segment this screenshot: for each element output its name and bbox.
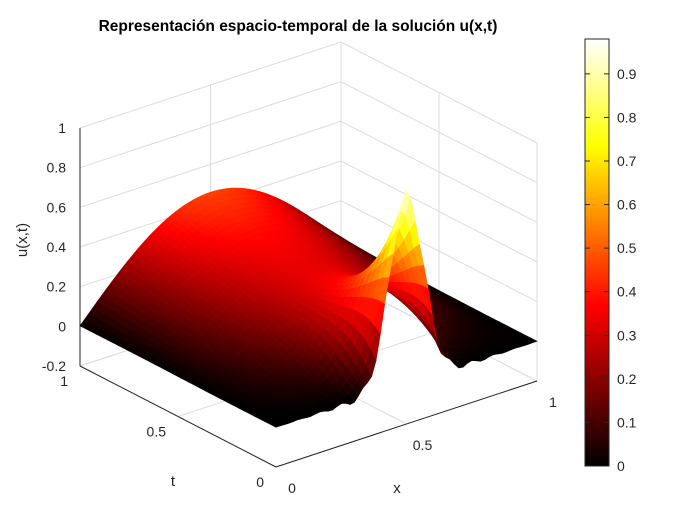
colorbar-tick-label: 0.6 [617,197,637,213]
colorbar-tick-label: 0.7 [617,153,637,169]
colorbar-ticks: 0 0.1 0.2 0.3 0.4 0.5 0.6 0.7 0.8 0.9 [585,66,637,474]
z-tick-label: 0.6 [47,199,67,215]
x-axis-label: x [393,480,401,497]
y-axis-label: t [171,473,176,490]
colorbar-tick-label: 0.1 [617,414,637,430]
colorbar-tick-label: 0.9 [617,66,637,82]
z-tick-label: 0.4 [47,239,67,255]
colorbar-tick-label: 0.5 [617,240,637,256]
surface-plot [79,187,538,428]
z-tick-label: 0 [58,318,66,334]
x-axis-line [275,380,538,468]
colorbar-tick-label: 0.8 [617,109,637,125]
chart-title: Representación espacio-temporal de la so… [99,18,498,35]
t-tick-label: 0 [256,474,264,490]
colorbar-tick-label: 0 [617,458,625,474]
z-tick-label: 0.8 [47,160,67,176]
colorbar-tick-label: 0.2 [617,371,637,387]
x-tick-label: 0.5 [413,437,433,453]
z-axis-label: u(x,t) [14,223,31,257]
x-tick-label: 0 [288,480,296,496]
z-tick-label: -0.2 [42,358,66,374]
z-tick-label: 0.2 [47,279,67,295]
colorbar [584,38,610,467]
x-tick-label: 1 [549,394,557,410]
colorbar-tick-label: 0.4 [617,284,637,300]
colorbar-tick-label: 0.3 [617,327,637,343]
t-axis-line [79,365,277,468]
z-tick-label: 1 [58,120,66,136]
t-tick-label: 0.5 [147,424,167,440]
surface-patch [526,338,538,344]
t-tick-label: 1 [60,373,68,389]
